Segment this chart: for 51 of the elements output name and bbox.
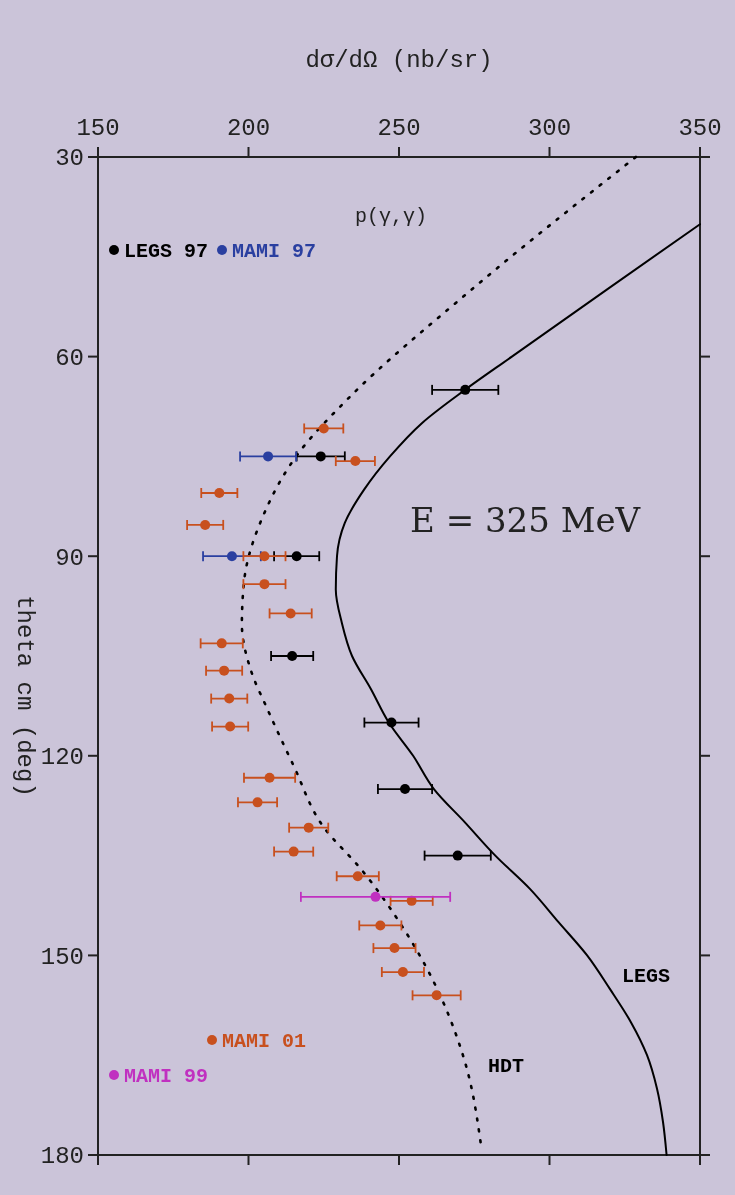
y-tick-label: 180 — [40, 1143, 84, 1171]
point — [303, 822, 314, 833]
point — [219, 665, 230, 676]
annotation: E = 325 MeV — [410, 499, 642, 540]
legend-label: MAMI 97 — [232, 240, 317, 263]
x-tick-label: 150 — [76, 115, 120, 142]
point — [200, 519, 211, 530]
point — [315, 451, 326, 462]
point — [389, 943, 400, 954]
y-tick-label: 60 — [55, 345, 84, 372]
x-tick-label: 350 — [678, 115, 722, 142]
point — [263, 451, 274, 462]
legend-label: MAMI 01 — [222, 1030, 307, 1053]
point — [386, 717, 397, 728]
x-tick-label: 250 — [377, 115, 421, 142]
point — [288, 846, 299, 857]
y-axis-title: theta cm (deg) — [11, 595, 38, 797]
point — [224, 693, 235, 704]
legend-label: MAMI 99 — [124, 1065, 209, 1088]
point — [400, 784, 411, 795]
point — [259, 551, 270, 562]
series-label: HDT — [488, 1055, 525, 1078]
point — [226, 551, 237, 562]
point — [318, 423, 329, 434]
x-tick-label: 200 — [226, 115, 271, 142]
y-tick-label: 120 — [40, 744, 84, 772]
point — [214, 487, 225, 498]
point — [350, 456, 361, 467]
point — [370, 891, 381, 902]
y-tick-label: 30 — [55, 145, 84, 173]
point — [375, 920, 386, 931]
annotation: p(γ,γ) — [355, 205, 428, 228]
point — [259, 579, 270, 590]
point — [225, 721, 236, 732]
point — [397, 967, 408, 978]
point — [460, 384, 471, 395]
point — [291, 551, 302, 562]
point — [216, 638, 227, 649]
x-axis-title: dσ/dΩ (nb/sr) — [305, 47, 493, 74]
x-tick-label: 300 — [527, 115, 572, 142]
point — [352, 871, 363, 882]
point — [452, 850, 463, 861]
point — [431, 990, 442, 1001]
point — [285, 608, 296, 619]
point — [264, 772, 275, 783]
y-tick-label: 150 — [40, 943, 84, 971]
point — [287, 651, 298, 661]
point — [252, 797, 263, 808]
legend-label: LEGS 97 — [124, 240, 209, 263]
y-tick-label: 90 — [55, 544, 84, 572]
series-label: LEGS — [622, 965, 671, 988]
